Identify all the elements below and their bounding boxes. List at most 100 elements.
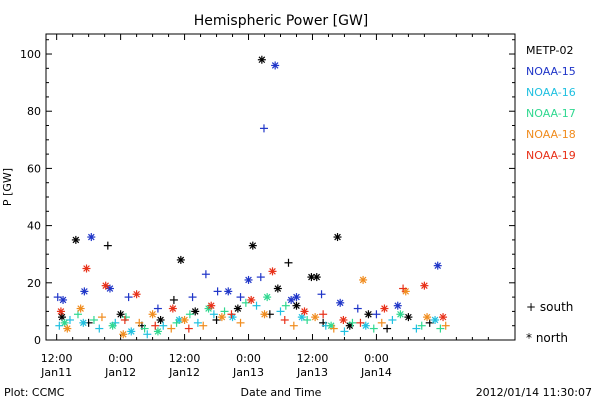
point-metp-02 (404, 313, 413, 322)
point-metp-02 (169, 295, 178, 304)
point-metp-02 (103, 241, 112, 250)
point-stroke (327, 322, 335, 330)
point-stroke (80, 319, 87, 327)
point-stroke (234, 305, 242, 312)
point-noaa-15 (124, 293, 133, 302)
point-noaa-15 (433, 261, 442, 270)
point-metp-02 (364, 310, 373, 319)
point-noaa-16 (412, 324, 421, 333)
x-tick-label-time: 12:00 (297, 352, 329, 365)
point-noaa-19 (132, 290, 141, 299)
point-noaa-18 (289, 321, 298, 330)
point-noaa-19 (319, 310, 328, 319)
point-noaa-15 (236, 293, 245, 302)
point-noaa-18 (119, 330, 128, 339)
point-stroke (127, 328, 135, 335)
x-axis: 12:00Jan110:00Jan1212:00Jan120:00Jan1312… (40, 34, 489, 379)
point-stroke (117, 310, 124, 318)
point-stroke (397, 310, 404, 318)
point-stroke (169, 305, 177, 312)
point-noaa-17 (172, 318, 181, 327)
point-noaa-15 (317, 290, 326, 299)
legend-item: METP-02 (526, 44, 574, 57)
point-noaa-18 (76, 304, 85, 313)
point-noaa-18 (423, 313, 432, 322)
x-tick-label-time: 0:00 (364, 352, 389, 365)
point-noaa-19 (300, 307, 309, 316)
x-tick-label-date: Jan13 (296, 366, 328, 379)
point-noaa-15 (271, 61, 280, 70)
point-noaa-18 (63, 324, 72, 333)
point-metp-02 (233, 304, 242, 313)
point-noaa-17 (417, 321, 426, 330)
point-stroke (336, 299, 344, 307)
point-noaa-19 (380, 304, 389, 313)
point-noaa-16 (143, 330, 152, 339)
point-stroke (58, 313, 66, 321)
point-stroke (431, 316, 439, 324)
point-noaa-19 (101, 281, 110, 290)
x-tick-label-date: Jan11 (40, 366, 72, 379)
point-noaa-18 (441, 321, 450, 330)
point-metp-02 (273, 284, 282, 293)
point-noaa-15 (259, 124, 268, 133)
point-noaa-15 (292, 293, 301, 302)
point-noaa-17 (436, 324, 445, 333)
y-tick-label: 20 (27, 277, 41, 290)
marker-legend: + south * north (526, 300, 573, 345)
x-axis-label: Date and Time (241, 386, 322, 399)
point-stroke (271, 62, 279, 69)
point-noaa-16 (209, 310, 218, 319)
point-noaa-18 (260, 310, 269, 319)
legend-item: NOAA-19 (526, 149, 576, 162)
point-noaa-17 (396, 310, 405, 319)
point-stroke (245, 276, 252, 284)
point-noaa-19 (227, 310, 236, 319)
point-noaa-18 (377, 318, 386, 327)
point-stroke (439, 313, 447, 321)
point-stroke (359, 276, 367, 284)
point-noaa-19 (268, 267, 277, 276)
point-stroke (394, 302, 402, 309)
y-tick-label: 0 (34, 334, 41, 347)
point-noaa-17 (153, 327, 162, 336)
point-noaa-17 (108, 321, 117, 330)
point-noaa-15 (87, 233, 96, 242)
point-noaa-18 (148, 310, 157, 319)
point-noaa-15 (393, 301, 402, 310)
point-noaa-15 (201, 270, 210, 279)
point-noaa-15 (59, 295, 68, 304)
point-noaa-15 (256, 273, 265, 282)
footer-credit: Plot: CCMC (4, 386, 65, 399)
point-noaa-19 (280, 315, 289, 324)
point-noaa-19 (56, 307, 65, 316)
point-noaa-18 (135, 318, 144, 327)
point-stroke (293, 293, 300, 301)
point-noaa-17 (303, 315, 312, 324)
point-noaa-18 (311, 313, 320, 322)
legend-item: NOAA-17 (526, 107, 576, 120)
legend-item: NOAA-16 (526, 86, 576, 99)
point-metp-02 (191, 307, 200, 316)
point-noaa-18 (236, 318, 245, 327)
point-noaa-16 (340, 327, 349, 336)
point-noaa-17 (281, 301, 290, 310)
point-stroke (263, 293, 271, 301)
plot-frame (45, 33, 516, 341)
point-stroke (308, 273, 315, 281)
point-metp-02 (292, 301, 301, 310)
point-stroke (229, 313, 236, 321)
point-metp-02 (71, 235, 80, 244)
point-stroke (83, 265, 90, 272)
legend-item: NOAA-15 (526, 65, 576, 78)
point-stroke (149, 310, 156, 318)
point-stroke (274, 285, 282, 292)
point-stroke (381, 305, 388, 312)
point-stroke (81, 288, 88, 295)
marker-legend-item: * north (526, 331, 568, 345)
point-stroke (423, 313, 431, 321)
point-noaa-15 (80, 287, 89, 296)
point-metp-02 (257, 55, 266, 64)
x-tick-label-time: 12:00 (169, 352, 201, 365)
